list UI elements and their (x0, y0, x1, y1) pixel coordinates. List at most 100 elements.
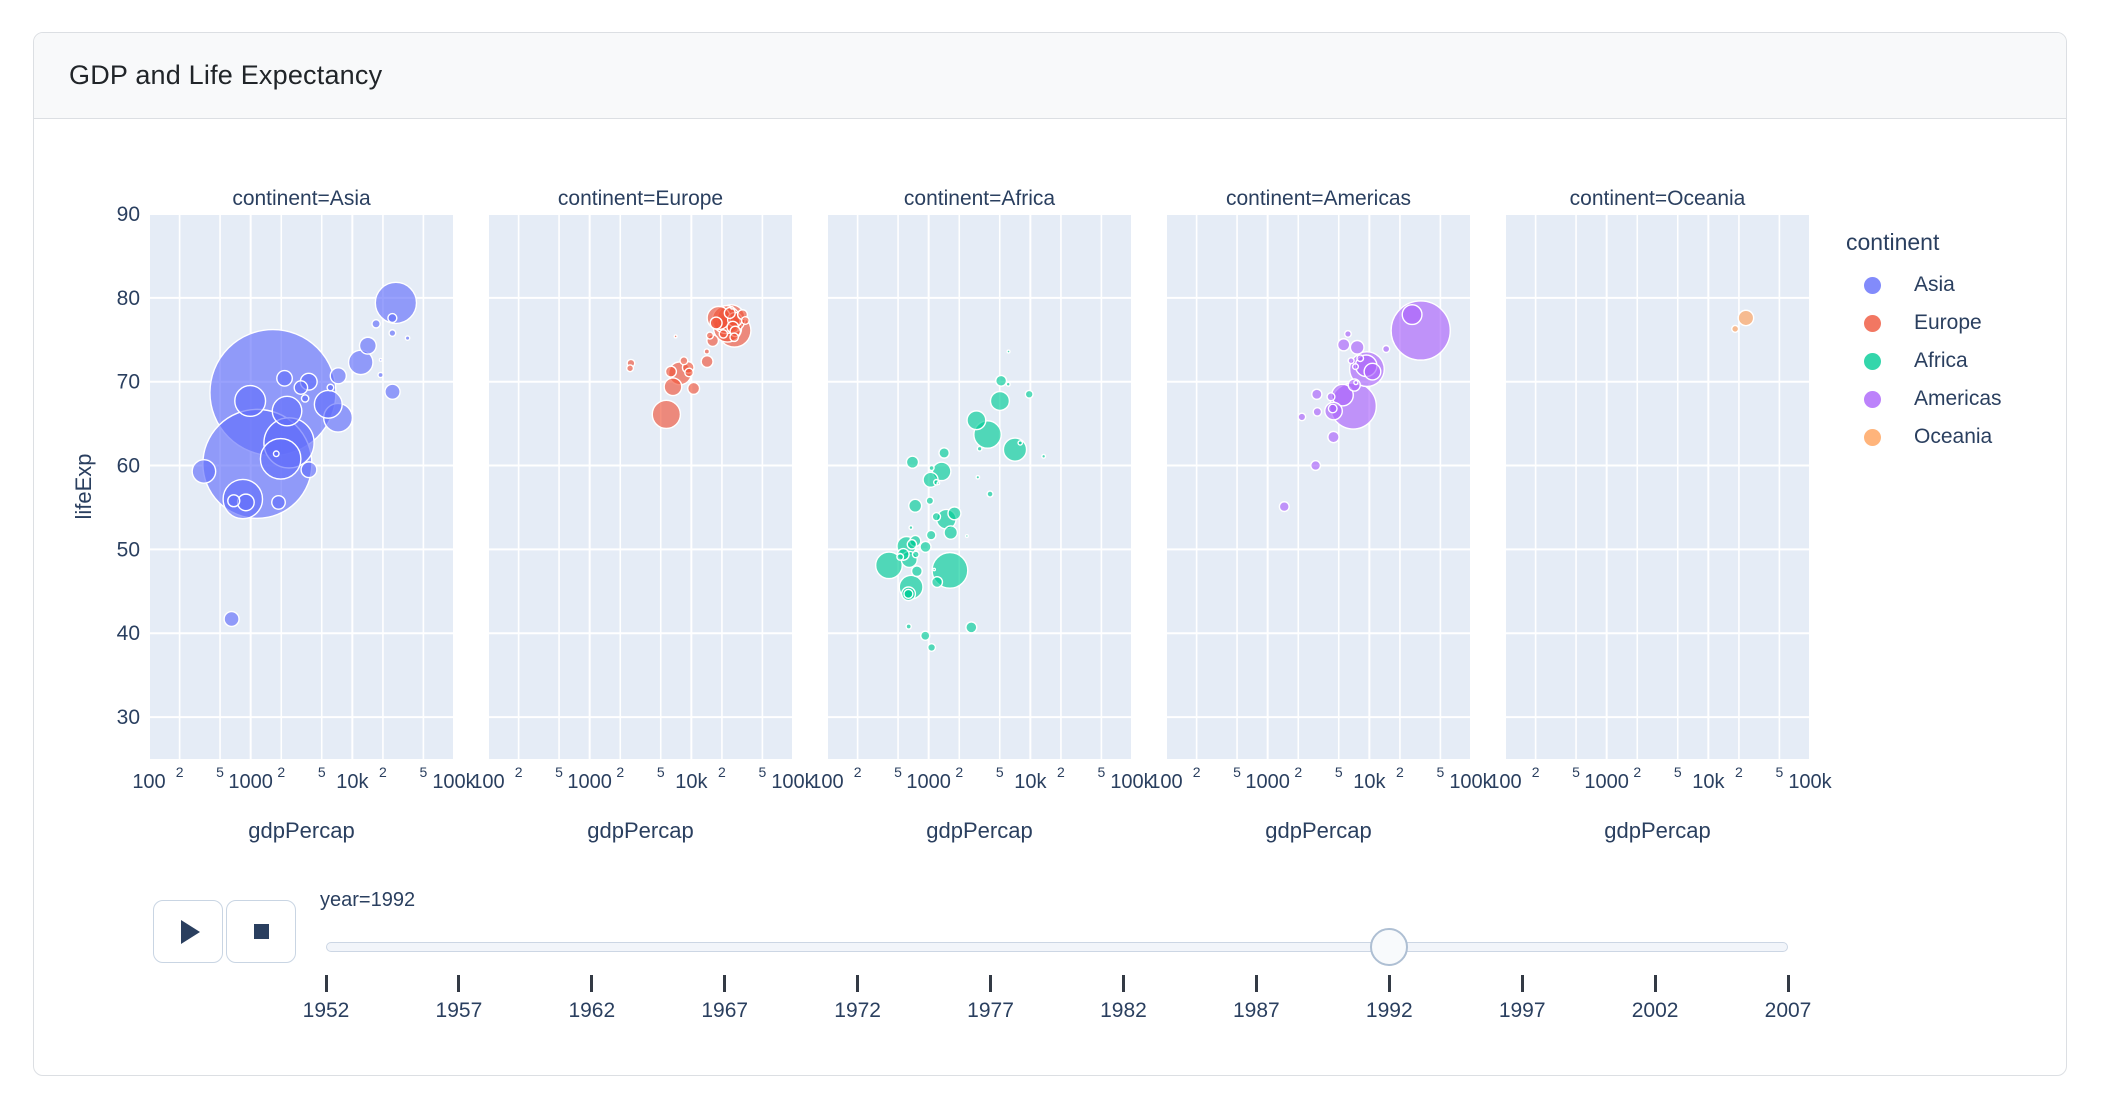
bubble-paraguay[interactable] (1326, 392, 1336, 402)
bubble-australia[interactable] (1737, 309, 1755, 327)
slider-year-label[interactable]: 1977 (967, 999, 1014, 1022)
bubble-swaziland[interactable] (975, 474, 981, 480)
bubble-haiti[interactable] (1278, 501, 1290, 513)
bubble-sweden[interactable] (723, 306, 736, 320)
bubble-kuwait[interactable] (404, 335, 411, 341)
bubble-liberia[interactable] (905, 623, 912, 630)
bubble-hong-kong[interactable] (387, 312, 398, 324)
bubble-jordan[interactable] (300, 394, 310, 403)
bubble-benin[interactable] (931, 511, 942, 522)
year-slider-track[interactable] (326, 942, 1788, 952)
bubble-lesotho[interactable] (928, 464, 935, 472)
bubble-senegal[interactable] (938, 447, 950, 459)
legend-item-asia[interactable]: Asia (1846, 266, 2056, 304)
bubble-libya[interactable] (1024, 389, 1034, 399)
legend-item-africa[interactable]: Africa (1846, 342, 2056, 380)
slider-year-label[interactable]: 1997 (1498, 999, 1546, 1022)
bubble-morocco[interactable] (966, 410, 987, 431)
bubble-denmark[interactable] (729, 332, 740, 343)
bubble-central-african-republic[interactable] (911, 550, 920, 559)
bubble-zimbabwe[interactable] (905, 455, 920, 469)
bubble-costa-rica[interactable] (1343, 329, 1352, 338)
bubble-cambodia[interactable] (227, 494, 241, 508)
bubble-oman[interactable] (377, 371, 384, 379)
bubble-madagascar[interactable] (908, 498, 923, 513)
bubble-reunion[interactable] (1006, 349, 1011, 354)
bubble-mauritius[interactable] (1005, 381, 1011, 387)
bubble-djibouti[interactable] (964, 533, 969, 538)
bubble-cote-d-ivoire[interactable] (943, 525, 959, 540)
bubble-albania[interactable] (626, 364, 635, 373)
bubble-sri-lanka[interactable] (276, 369, 293, 387)
bubble-angola[interactable] (965, 621, 978, 634)
bubble-afghanistan[interactable] (223, 610, 240, 628)
year-slider-handle[interactable] (1370, 928, 1409, 966)
bubble-finland[interactable] (718, 329, 729, 339)
bubble-iceland[interactable] (730, 306, 734, 310)
bubble-yemen[interactable] (271, 494, 286, 510)
bubble-honduras[interactable] (1312, 407, 1323, 417)
bubble-puerto-rico[interactable] (1381, 344, 1391, 354)
slider-year-label[interactable]: 1962 (568, 999, 616, 1022)
bubble-vietnam[interactable] (234, 384, 267, 418)
bubble-czech-republic[interactable] (700, 354, 714, 369)
bubble-trinidad-and-tobago[interactable] (1353, 379, 1359, 386)
bubble-new-zealand[interactable] (1731, 324, 1740, 333)
bubble-malaysia[interactable] (329, 367, 348, 385)
bubble-bahrain[interactable] (378, 357, 383, 362)
stop-button[interactable] (226, 900, 296, 963)
bubble-chad[interactable] (925, 529, 937, 541)
bubble-panama[interactable] (1347, 357, 1355, 365)
bubble-dominican-republic[interactable] (1311, 388, 1323, 401)
bubble-burundi[interactable] (903, 588, 914, 599)
slider-year-label[interactable]: 2002 (1631, 999, 1679, 1022)
bubble-togo[interactable] (925, 496, 935, 506)
bubble-greece[interactable] (709, 316, 723, 330)
bubble-tunisia[interactable] (995, 374, 1008, 387)
slider-year-label[interactable]: 1952 (302, 999, 350, 1022)
bubble-gabon[interactable] (1041, 453, 1047, 459)
bubble-montenegro[interactable] (673, 334, 678, 339)
bubble-turkey[interactable] (651, 399, 682, 430)
slider-year-label[interactable]: 1992 (1365, 999, 1413, 1022)
bubble-niger[interactable] (910, 565, 923, 578)
bubble-thailand[interactable] (313, 389, 343, 419)
legend-item-oceania[interactable]: Oceania (1846, 418, 2056, 456)
slider-year-label[interactable]: 2007 (1764, 999, 1812, 1022)
bubble-eritrea[interactable] (896, 552, 905, 561)
bubble-cameroon[interactable] (947, 506, 962, 521)
bubble-guatemala[interactable] (1327, 430, 1340, 444)
bubble-congo-rep-[interactable] (986, 490, 994, 498)
slider-year-label[interactable]: 1967 (701, 999, 749, 1022)
play-button[interactable] (153, 900, 223, 963)
bubble-south-africa[interactable] (1002, 437, 1028, 462)
bubble-japan[interactable] (374, 281, 418, 325)
slider-year-label[interactable]: 1972 (834, 999, 881, 1022)
bubble-chile[interactable] (1349, 339, 1365, 355)
bubble-ethiopia[interactable] (874, 551, 903, 580)
bubble-norway[interactable] (740, 315, 750, 326)
bubble-slovenia[interactable] (703, 348, 711, 355)
bubble-comoros[interactable] (936, 481, 941, 486)
bubble-namibia[interactable] (976, 445, 983, 452)
bubble-algeria[interactable] (989, 390, 1011, 412)
bubble-taiwan[interactable] (358, 336, 377, 355)
slider-year-label[interactable]: 1957 (435, 999, 483, 1022)
bubble-botswana[interactable] (1017, 440, 1024, 446)
bubble-sierra-leone[interactable] (927, 642, 937, 653)
legend-item-americas[interactable]: Americas (1846, 380, 2056, 418)
bubble-lebanon[interactable] (326, 383, 335, 392)
bubble-mongolia[interactable] (272, 450, 280, 458)
bubble-burkina-faso[interactable] (919, 540, 932, 554)
bubble-slovak-republic[interactable] (684, 367, 695, 378)
bubble-gambia[interactable] (908, 525, 914, 531)
bubble-myanmar[interactable] (191, 458, 217, 484)
bubble-venezuela[interactable] (1363, 362, 1382, 381)
bubble-pakistan[interactable] (259, 437, 302, 480)
bubble-equatorial-guinea[interactable] (932, 567, 937, 572)
bubble-bolivia[interactable] (1310, 459, 1322, 472)
bubble-zambia[interactable] (931, 576, 944, 589)
slider-year-label[interactable]: 1987 (1233, 999, 1280, 1022)
bubble-somalia[interactable] (920, 630, 931, 642)
bubble-israel[interactable] (371, 319, 381, 329)
